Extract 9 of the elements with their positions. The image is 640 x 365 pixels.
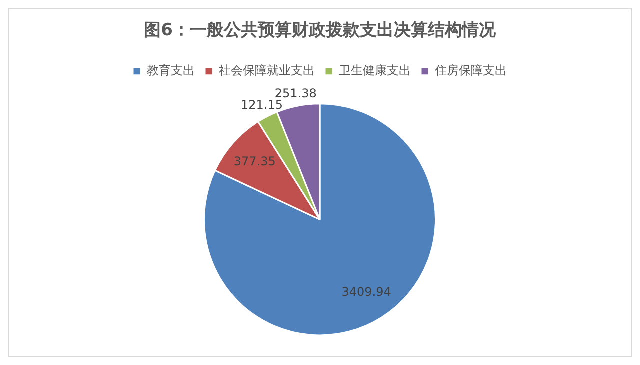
- legend-label: 住房保障支出: [434, 64, 507, 78]
- legend-label: 社会保障就业支出: [219, 64, 315, 78]
- chart-title: 图6：一般公共预算财政拨款支出决算结构情况: [144, 20, 497, 41]
- data-label: 3409.94: [342, 285, 392, 300]
- data-label: 377.35: [234, 154, 276, 168]
- legend-label: 教育支出: [147, 64, 195, 78]
- data-label: 121.15: [241, 98, 283, 112]
- data-label: 251.38: [274, 86, 317, 100]
- legend-label: 卫生健康支出: [339, 64, 411, 78]
